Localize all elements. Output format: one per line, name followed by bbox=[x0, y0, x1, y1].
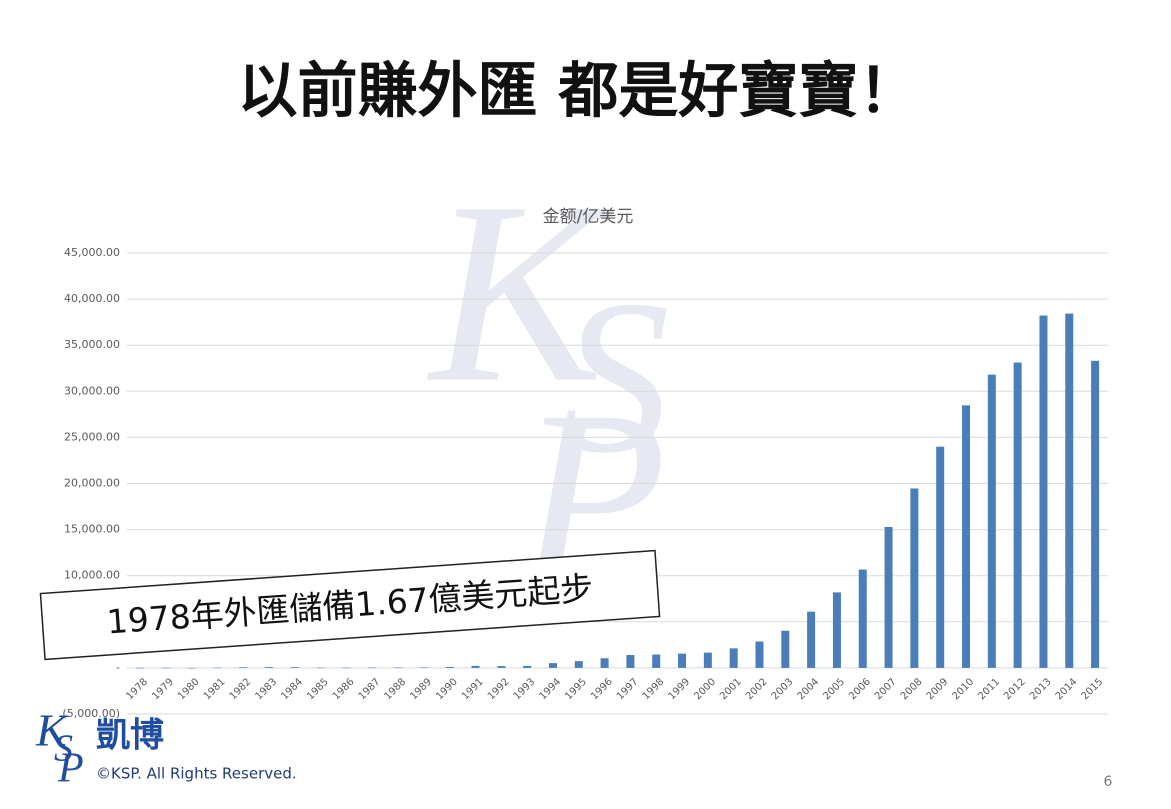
bar bbox=[1091, 360, 1100, 668]
y-tick-label: - bbox=[116, 661, 120, 674]
y-tick-label: 30,000.00 bbox=[64, 384, 120, 397]
bar bbox=[652, 654, 661, 668]
logo-letter: K bbox=[35, 705, 69, 756]
y-tick-label: 25,000.00 bbox=[64, 430, 120, 443]
bar bbox=[987, 374, 996, 668]
bar bbox=[419, 667, 428, 668]
bar bbox=[1065, 313, 1074, 668]
bar bbox=[1013, 362, 1022, 668]
y-tick-label: 20,000.00 bbox=[64, 477, 120, 490]
bar bbox=[161, 667, 170, 669]
bar bbox=[316, 667, 325, 669]
bar bbox=[600, 658, 609, 668]
page-number: 6 bbox=[1104, 774, 1113, 790]
bar bbox=[1039, 315, 1048, 668]
bar bbox=[729, 648, 738, 668]
slide-title: 以前賺外匯 都是好寶寶！ bbox=[238, 57, 919, 127]
y-tick-label: 40,000.00 bbox=[64, 292, 120, 305]
bar bbox=[703, 652, 712, 668]
y-tick-label: (5,000.00) bbox=[62, 707, 120, 720]
watermark-letter: K bbox=[426, 149, 617, 437]
bar bbox=[445, 666, 454, 668]
bar bbox=[858, 569, 867, 668]
chart-title: 金额/亿美元 bbox=[543, 207, 634, 227]
bar bbox=[936, 446, 945, 668]
bar bbox=[523, 665, 532, 668]
bar bbox=[213, 667, 222, 669]
bar bbox=[962, 405, 971, 668]
bar bbox=[755, 641, 764, 668]
logo-name: 凱博 bbox=[96, 716, 164, 756]
bar bbox=[910, 488, 919, 668]
bar bbox=[187, 667, 196, 669]
bar bbox=[239, 667, 248, 668]
bar bbox=[574, 661, 583, 668]
y-tick-label: 35,000.00 bbox=[64, 338, 120, 351]
logo-letter: S bbox=[54, 728, 73, 770]
bar bbox=[342, 667, 351, 669]
bar bbox=[290, 667, 299, 668]
y-tick-label: 45,000.00 bbox=[64, 246, 120, 259]
bar bbox=[678, 653, 687, 668]
bar bbox=[884, 526, 893, 668]
bar bbox=[394, 667, 403, 669]
bar bbox=[626, 655, 635, 668]
copyright: ©KSP. All Rights Reserved. bbox=[96, 765, 297, 783]
callout-box bbox=[39, 549, 661, 661]
logo-letter: P bbox=[57, 746, 84, 792]
bar bbox=[807, 611, 816, 668]
bar bbox=[264, 667, 273, 668]
bar bbox=[832, 592, 841, 668]
watermark-letter: S bbox=[560, 254, 670, 498]
bar bbox=[471, 665, 480, 668]
logo: K S P 凱博 ©KSP. All Rights Reserved. bbox=[35, 705, 297, 792]
bar bbox=[135, 667, 144, 669]
bar bbox=[781, 630, 790, 668]
bar bbox=[548, 663, 557, 668]
y-tick-label: 15,000.00 bbox=[64, 523, 120, 536]
bar bbox=[497, 666, 506, 668]
bar bbox=[368, 667, 377, 669]
y-tick-label: 10,000.00 bbox=[64, 569, 120, 582]
